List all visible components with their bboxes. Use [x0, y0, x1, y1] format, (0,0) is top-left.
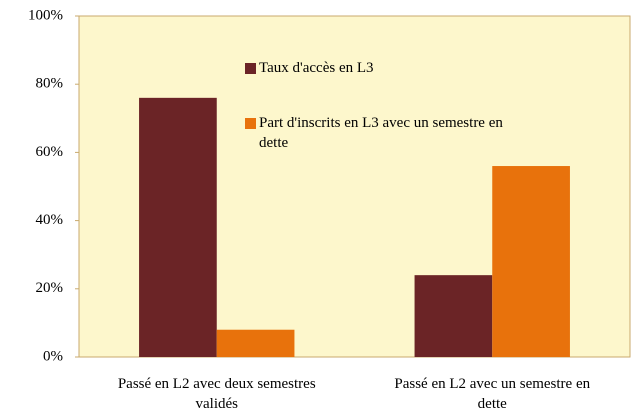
- y-tick-label: 0%: [43, 348, 63, 364]
- bar: [139, 97, 217, 357]
- legend-swatch: [245, 63, 256, 74]
- bar: [492, 166, 570, 357]
- y-tick-label: 80%: [36, 76, 64, 92]
- y-tick-label: 100%: [28, 7, 63, 23]
- legend-swatch: [245, 118, 256, 129]
- y-tick-label: 20%: [36, 280, 64, 296]
- y-tick-label: 40%: [36, 212, 64, 228]
- x-tick-label: Passé en L2 avec un semestre en dette: [394, 376, 591, 412]
- bar: [414, 275, 493, 357]
- x-tick-label: Passé en L2 avec deux semestres validés: [117, 376, 316, 412]
- y-tick-label: 60%: [36, 144, 64, 160]
- bar: [216, 329, 295, 357]
- legend-label: Part d'inscrits en L3 avec un semestre e…: [259, 115, 503, 151]
- legend-label: Taux d'accès en L3: [259, 60, 374, 76]
